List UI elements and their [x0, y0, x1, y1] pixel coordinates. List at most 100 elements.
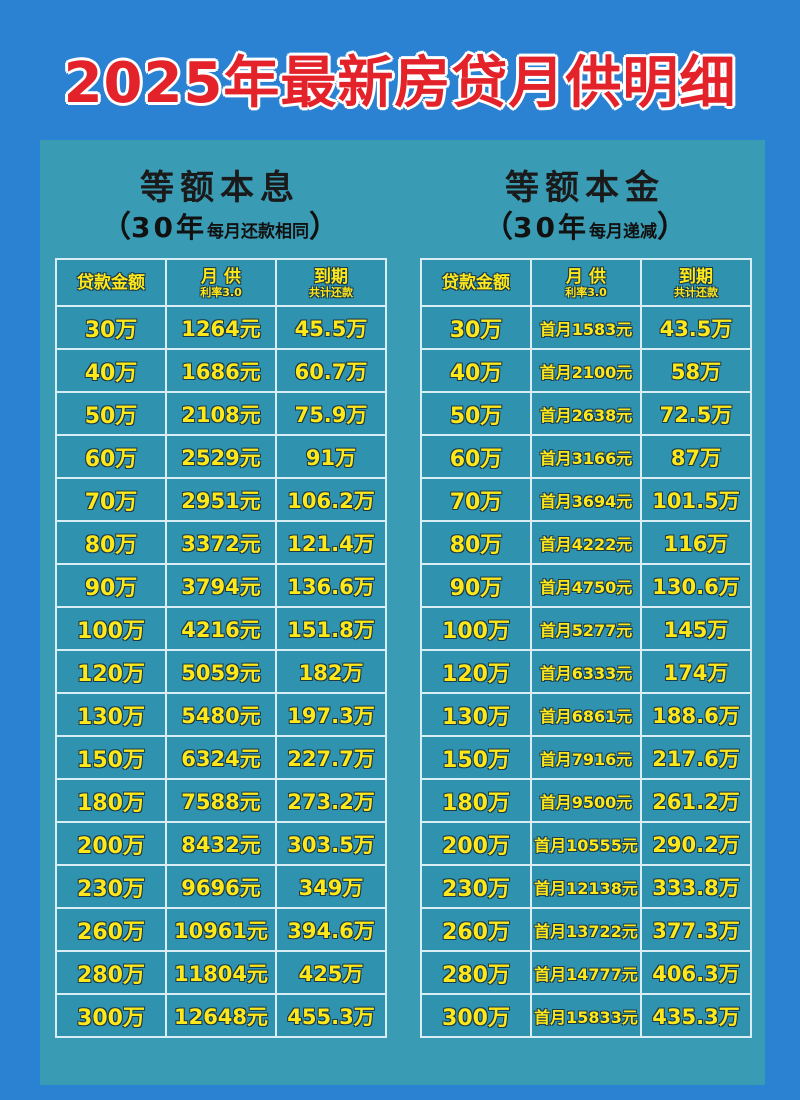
header-text: 利率3.0: [200, 285, 242, 299]
subheading-part: ）: [656, 210, 687, 245]
table-cell: 首月14777元: [530, 950, 642, 995]
table-cell: 9696元: [165, 864, 277, 909]
table-cell: 116万: [640, 520, 752, 565]
table-cell: 260万: [55, 907, 167, 952]
table-cell: 394.6万: [275, 907, 387, 952]
header-cell: 贷款金额: [55, 258, 167, 307]
table-row: 100万 首月5277元 145万: [420, 606, 752, 651]
table-cell: 首月3166元: [530, 434, 642, 479]
table-cell: 75.9万: [275, 391, 387, 436]
table-cell: 30万: [420, 305, 532, 350]
subheading-part: （: [483, 210, 514, 245]
table-cell: 10961元: [165, 907, 277, 952]
table-cell: 6324元: [165, 735, 277, 780]
section-subheading: （30年每月递减）: [420, 202, 750, 246]
table-cell: 145万: [640, 606, 752, 651]
table-cell: 2108元: [165, 391, 277, 436]
table-row: 150万 6324元 227.7万: [55, 735, 387, 780]
table-cell: 8432元: [165, 821, 277, 866]
table-cell: 60.7万: [275, 348, 387, 393]
table-cell: 136.6万: [275, 563, 387, 608]
table-row: 300万 12648元 455.3万: [55, 993, 387, 1038]
table-cell: 425万: [275, 950, 387, 995]
table-cell: 230万: [55, 864, 167, 909]
table-cell: 首月10555元: [530, 821, 642, 866]
table-row: 200万 8432元 303.5万: [55, 821, 387, 866]
table-cell: 80万: [420, 520, 532, 565]
table-cell: 43.5万: [640, 305, 752, 350]
table-cell: 349万: [275, 864, 387, 909]
table-row: 80万 3372元 121.4万: [55, 520, 387, 565]
table-cell: 90万: [55, 563, 167, 608]
table-cell: 12648元: [165, 993, 277, 1038]
table-cell: 首月5277元: [530, 606, 642, 651]
table-cell: 261.2万: [640, 778, 752, 823]
table-cell: 50万: [55, 391, 167, 436]
header-text: 贷款金额: [442, 272, 510, 293]
table-cell: 60万: [420, 434, 532, 479]
table-cell: 首月2638元: [530, 391, 642, 436]
table-cell: 5059元: [165, 649, 277, 694]
table-cell: 首月4750元: [530, 563, 642, 608]
table-cell: 174万: [640, 649, 752, 694]
table-cell: 首月7916元: [530, 735, 642, 780]
table-cell: 45.5万: [275, 305, 387, 350]
subheading-part: 30年: [131, 211, 207, 244]
table-row: 50万 首月2638元 72.5万: [420, 391, 752, 436]
table-row: 260万 10961元 394.6万: [55, 907, 387, 952]
table-row: 80万 首月4222元 116万: [420, 520, 752, 565]
table-cell: 300万: [420, 993, 532, 1038]
header-cell: 到期 共计还款: [275, 258, 387, 307]
table-row: 90万 3794元 136.6万: [55, 563, 387, 608]
table-cell: 273.2万: [275, 778, 387, 823]
table-cell: 首月12138元: [530, 864, 642, 909]
table-cell: 7588元: [165, 778, 277, 823]
table-cell: 120万: [420, 649, 532, 694]
header-text: 月 供: [566, 266, 606, 287]
table-cell: 150万: [55, 735, 167, 780]
subheading-part: 每月递减: [588, 222, 657, 242]
table-row: 90万 首月4750元 130.6万: [420, 563, 752, 608]
header-text: 贷款金额: [77, 272, 145, 293]
table-cell: 435.3万: [640, 993, 752, 1038]
table-row: 230万 首月12138元 333.8万: [420, 864, 752, 909]
table-row: 130万 5480元 197.3万: [55, 692, 387, 737]
table-cell: 87万: [640, 434, 752, 479]
table-row: 280万 首月14777元 406.3万: [420, 950, 752, 995]
table-row: 130万 首月6861元 188.6万: [420, 692, 752, 737]
table-cell: 455.3万: [275, 993, 387, 1038]
subheading-part: （: [101, 210, 132, 245]
table-row: 70万 首月3694元 101.5万: [420, 477, 752, 522]
table-row: 30万 首月1583元 43.5万: [420, 305, 752, 350]
table-cell: 50万: [420, 391, 532, 436]
table-cell: 40万: [420, 348, 532, 393]
table-row: 180万 首月9500元 261.2万: [420, 778, 752, 823]
table-cell: 60万: [55, 434, 167, 479]
table-cell: 197.3万: [275, 692, 387, 737]
table-row: 230万 9696元 349万: [55, 864, 387, 909]
table-cell: 首月15833元: [530, 993, 642, 1038]
table-cell: 280万: [420, 950, 532, 995]
header-text: 利率3.0: [565, 285, 607, 299]
table-cell: 70万: [55, 477, 167, 522]
header-text: 月 供: [201, 266, 241, 287]
table-cell: 130.6万: [640, 563, 752, 608]
table-row: 280万 11804元 425万: [55, 950, 387, 995]
table-cell: 91万: [275, 434, 387, 479]
table-cell: 130万: [420, 692, 532, 737]
table-cell: 1264元: [165, 305, 277, 350]
table-cell: 303.5万: [275, 821, 387, 866]
table-row: 260万 首月13722元 377.3万: [420, 907, 752, 952]
subheading-part: ）: [308, 210, 339, 245]
table-cell: 121.4万: [275, 520, 387, 565]
table-row: 70万 2951元 106.2万: [55, 477, 387, 522]
header-row: 贷款金额 月 供利率3.0 到期 共计还款: [420, 258, 752, 307]
table-cell: 58万: [640, 348, 752, 393]
table-cell: 5480元: [165, 692, 277, 737]
table-cell: 70万: [420, 477, 532, 522]
section-heading: 等额本息: [140, 168, 300, 208]
table-row: 50万 2108元 75.9万: [55, 391, 387, 436]
table-cell: 150万: [420, 735, 532, 780]
header-cell: 到期 共计还款: [640, 258, 752, 307]
table-cell: 180万: [420, 778, 532, 823]
